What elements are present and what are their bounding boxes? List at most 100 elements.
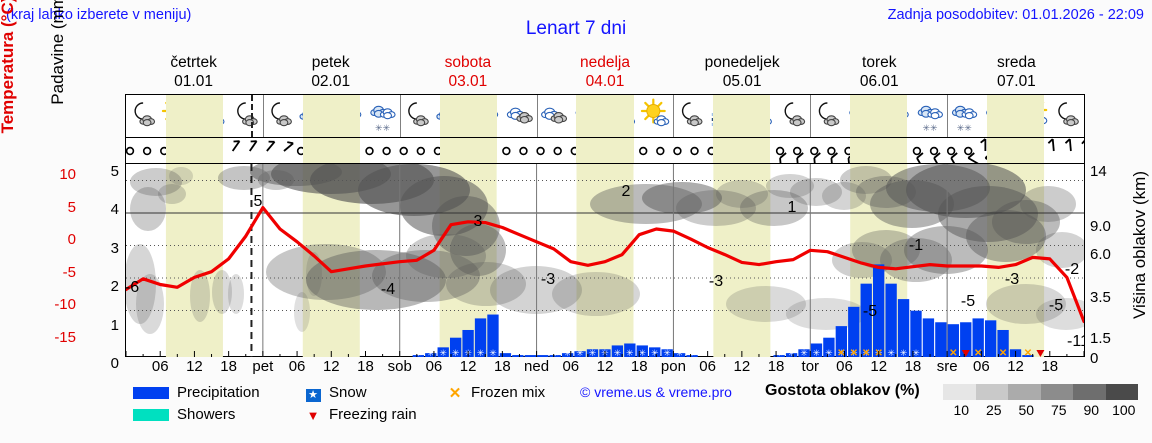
precip-bar xyxy=(673,353,686,357)
frozen-mix-marker: ✕ xyxy=(1024,348,1032,357)
icon-strip-now-line xyxy=(251,95,254,137)
day-header-1: četrtek 01.01 xyxy=(125,52,262,92)
cloud-blob xyxy=(306,252,322,296)
wind-strip-daylight-band xyxy=(165,138,223,163)
frozen-mix-marker: ✕ xyxy=(837,348,845,357)
snowflake-icon: ✳✳ xyxy=(957,123,973,133)
cloud-blob xyxy=(740,190,808,226)
snow-icon: ★ xyxy=(303,385,323,402)
precip-bar xyxy=(885,283,897,357)
day-name: nedelja xyxy=(579,54,630,71)
wind-calm-icon xyxy=(536,146,545,156)
wind-strip-daylight-band xyxy=(987,138,1045,163)
legend-frozen-mix: ✕ Frozen mix xyxy=(445,384,545,402)
day-name: ponedeljek xyxy=(704,54,780,71)
cloud-blob xyxy=(938,186,1038,242)
snow-marker: ✳ xyxy=(452,348,460,357)
wind-barb-icon xyxy=(916,152,924,163)
cloud-blob xyxy=(880,238,952,282)
wind-barb-icon xyxy=(779,152,787,163)
legend-snow: ★ Snow xyxy=(303,384,367,402)
weather-icon-moon xyxy=(784,102,806,127)
cloud-icon xyxy=(379,108,396,120)
cloud-cover-color-scale xyxy=(943,384,1138,400)
cloud-blob xyxy=(294,292,310,332)
snow-marker: ✳ xyxy=(614,348,622,357)
precip-bar xyxy=(984,320,997,357)
day-name: petek xyxy=(311,54,350,71)
wind-calm-icon xyxy=(656,146,665,156)
snow-marker: ✳ xyxy=(688,348,696,357)
snow-marker: ✳ xyxy=(551,348,559,357)
cloud-icon xyxy=(686,115,703,127)
legend-precipitation: Precipitation xyxy=(133,384,260,401)
x-tick-pet-3: pet xyxy=(252,358,274,375)
cloud-blob xyxy=(450,224,506,276)
day-date: 02.01 xyxy=(311,73,351,90)
moon-icon xyxy=(681,102,691,120)
forecast-plot[interactable]: ✳✳✳✳✳✳✳✳✳✳✳✳✳✳✳✳✳✳ ✳✳✳✳✳✳✳✳✳✳✳✳✳✳✳✳✳✳✳✳✳… xyxy=(125,94,1085,357)
x-tick-06-24: 06 xyxy=(973,358,990,375)
cloud-blob xyxy=(212,270,232,314)
temp-tick--5: -5 xyxy=(62,263,76,281)
frozen-mix-marker: ✕ xyxy=(999,348,1007,357)
wind-calm-icon xyxy=(810,146,819,156)
temp-annotation: 2 xyxy=(622,183,631,200)
x-tick-12-25: 12 xyxy=(1007,358,1024,375)
cloud-icon xyxy=(516,111,533,124)
cloud-blob xyxy=(169,167,193,185)
menu-hint-text: (kraj lahko izberete v meniju) xyxy=(6,7,192,23)
plot-data-area: ✳✳✳✳✳✳✳✳✳✳✳✳✳✳✳✳✳✳✳✳✳✳✳✳✳✳✳✳✳✳✳✕✕✕✕✕✕✕✕-… xyxy=(126,164,1084,357)
snow-marker: ✳ xyxy=(427,348,435,357)
day-date: 03.01 xyxy=(448,73,488,90)
cloud-cover-scale-labels: 10 25 50 75 90 100 xyxy=(943,402,1148,420)
precip-bar xyxy=(686,355,698,357)
moon-icon xyxy=(818,102,828,120)
weather-icon-moon xyxy=(408,102,429,127)
snow-marker: ✳ xyxy=(477,348,485,357)
day-name: sreda xyxy=(997,54,1036,71)
wind-barb-icon xyxy=(813,152,821,163)
precip-bar xyxy=(537,355,549,357)
moon-icon xyxy=(237,102,246,120)
temp-annotation: -5 xyxy=(863,303,877,320)
cloud-scale-step-90 xyxy=(1073,384,1106,400)
precip-bar xyxy=(773,355,785,357)
legend-label-showers: Showers xyxy=(177,406,236,423)
wind-calm-icon xyxy=(553,146,562,156)
day-date: 07.01 xyxy=(997,73,1036,90)
wind-calm-icon xyxy=(775,146,785,156)
precip-bar xyxy=(586,349,599,357)
cloudheight-axis-title: Višina oblakov (km) xyxy=(1130,170,1149,320)
precip-bar xyxy=(474,318,487,357)
day-name: sobota xyxy=(444,54,492,71)
daylight-band-1 xyxy=(165,164,223,357)
x-tick-06-0: 06 xyxy=(151,358,169,375)
x-tick-12-21: 12 xyxy=(870,358,888,375)
day-date: 04.01 xyxy=(585,73,625,90)
frozen-mix-marker: ✕ xyxy=(949,348,957,357)
precip-bar xyxy=(549,355,561,357)
cloud-tick-6.0: 6.0 xyxy=(1090,246,1111,263)
cloud-scale-step-75 xyxy=(1040,384,1073,400)
cloud-icon xyxy=(1063,115,1079,127)
precip-tick-0: 0 xyxy=(110,355,119,372)
precip-bar xyxy=(785,353,798,357)
precip-bar xyxy=(810,343,823,357)
precip-tick-5: 5 xyxy=(110,163,119,180)
wind-calm-icon xyxy=(382,146,391,156)
day-header-7: sreda 07.01 xyxy=(948,52,1085,92)
cloud-blob xyxy=(552,272,640,316)
wind-calm-icon xyxy=(519,146,528,156)
plot-canvas: ✳✳✳✳✳✳✳✳✳✳✳✳✳✳✳✳✳✳✳✳✳✳✳✳✳✳✳✳✳✳✳✕✕✕✕✕✕✕✕-… xyxy=(126,164,1084,357)
wind-calm-icon xyxy=(416,146,426,156)
x-tick-18-10: 18 xyxy=(494,358,511,375)
copyright-link[interactable]: © vreme.us & vreme.pro xyxy=(580,384,732,400)
wind-barb-icon xyxy=(1064,138,1072,152)
day-date: 01.01 xyxy=(174,73,213,90)
temp-tick-5: 5 xyxy=(67,198,76,216)
cloud-blob xyxy=(130,168,182,196)
wind-calm-icon xyxy=(792,146,802,156)
wind-calm-icon xyxy=(912,146,922,156)
snow-marker: ✳ xyxy=(489,348,497,357)
